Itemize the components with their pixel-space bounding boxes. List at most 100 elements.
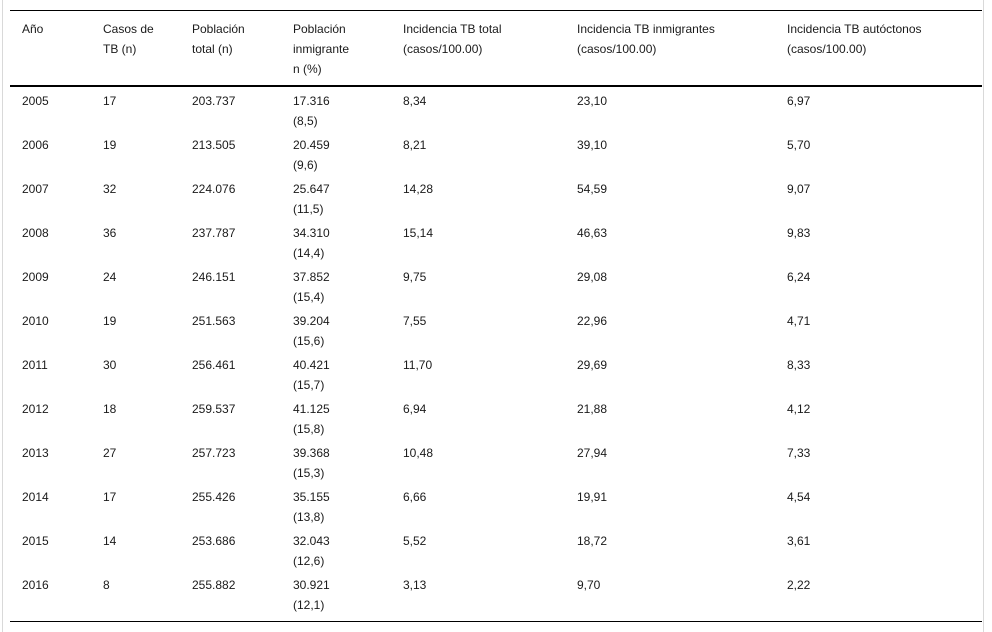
incidence-total-cell: 5,52 (403, 534, 427, 548)
incidence-natives-cell: 4,54 (787, 490, 811, 504)
incidence-natives-cell: 6,24 (787, 270, 811, 284)
incidence-total-cell: 14,28 (403, 182, 434, 196)
incidence-total-cell: 6,94 (403, 402, 427, 416)
total-population-cell: 203.737 (192, 94, 236, 108)
tb-cases-cell: 36 (103, 226, 117, 240)
immigrant-population-cell: 35.155 (13,8) (293, 490, 330, 524)
immigrant-population-header: Población inmigrante n (%) (293, 10, 403, 87)
incidence-immigrants-header: Incidencia TB inmigrantes (casos/100.00) (577, 10, 787, 87)
immigrant-population-cell: 40.421 (15,7) (293, 358, 330, 392)
incidence-natives-cell: 3,61 (787, 534, 811, 548)
incidence-natives-cell: 8,33 (787, 358, 811, 372)
incidence-total-cell: 6,66 (403, 490, 427, 504)
incidence-immigrants-cell: 29,08 (577, 270, 608, 284)
tb-cases-cell: 19 (103, 314, 117, 328)
incidence-immigrants-cell: 21,88 (577, 402, 608, 416)
incidence-immigrants-cell: 9,70 (577, 571, 787, 622)
incidence-total-cell: 9,75 (403, 270, 427, 284)
page-right-edge (983, 0, 984, 632)
incidence-total-cell: 10,48 (403, 446, 434, 460)
incidence-immigrants-cell: 22,96 (577, 314, 608, 328)
tb-cases-header: Casos de TB (n) (103, 10, 192, 87)
immigrant-population-cell: 30.921 (12,1) (293, 571, 403, 622)
incidence-natives-cell: 5,70 (787, 138, 811, 152)
incidence-total-cell: 3,13 (403, 571, 577, 622)
incidence-total-header: Incidencia TB total (casos/100.00) (403, 10, 577, 87)
total-population-cell: 246.151 (192, 270, 236, 284)
incidence-natives-cell: 2,22 (787, 571, 982, 622)
incidence-natives-cell: 9,83 (787, 226, 811, 240)
incidence-immigrants-cell: 29,69 (577, 358, 608, 372)
total-population-cell: 237.787 (192, 226, 236, 240)
total-population-cell: 257.723 (192, 446, 236, 460)
tb-cases-cell: 27 (103, 446, 117, 460)
incidence-total-cell: 8,21 (403, 138, 427, 152)
incidence-total-cell: 11,70 (403, 358, 433, 372)
incidence-total-cell: 7,55 (403, 314, 427, 328)
year-cell: 2006 (22, 138, 49, 152)
tb-cases-cell: 18 (103, 402, 117, 416)
year-cell: 2015 (22, 534, 49, 548)
incidence-natives-cell: 7,33 (787, 446, 811, 460)
tb-cases-cell: 32 (103, 182, 117, 196)
header-row: Año Casos de TB (n) Población total (n) … (10, 10, 982, 87)
incidence-natives-cell: 6,97 (787, 94, 811, 108)
immigrant-population-cell: 32.043 (12,6) (293, 534, 330, 568)
incidence-immigrants-cell: 39,10 (577, 138, 608, 152)
tb-cases-cell: 19 (103, 138, 117, 152)
immigrant-population-cell: 25.647 (11,5) (293, 182, 330, 216)
table-row: 2009 24 246.151 37.852 (15,4) 9,75 29,08… (10, 263, 982, 307)
year-cell: 2011 (22, 358, 48, 372)
incidence-natives-cell: 9,07 (787, 182, 811, 196)
total-population-cell: 255.882 (192, 571, 293, 622)
incidence-immigrants-cell: 54,59 (577, 182, 608, 196)
tb-cases-cell: 8 (103, 571, 192, 622)
total-population-header: Población total (n) (192, 10, 293, 87)
table-row: 2008 36 237.787 34.310 (14,4) 15,14 46,6… (10, 219, 982, 263)
total-population-cell: 224.076 (192, 182, 236, 196)
tb-cases-cell: 17 (103, 490, 117, 504)
immigrant-population-cell: 34.310 (14,4) (293, 226, 330, 260)
incidence-natives-cell: 4,71 (787, 314, 811, 328)
immigrant-population-cell: 41.125 (15,8) (293, 402, 330, 436)
year-cell: 2008 (22, 226, 49, 240)
year-cell: 2007 (22, 182, 49, 196)
immigrant-population-cell: 17.316 (8,5) (293, 94, 330, 128)
incidence-total-cell: 15,14 (403, 226, 434, 240)
year-cell: 2010 (22, 314, 49, 328)
incidence-immigrants-cell: 23,10 (577, 94, 608, 108)
year-cell: 2005 (22, 94, 49, 108)
table-row: 2014 17 255.426 35.155 (13,8) 6,66 19,91… (10, 483, 982, 527)
tb-cases-cell: 14 (103, 534, 117, 548)
incidence-immigrants-cell: 18,72 (577, 534, 608, 548)
table-row: 2016 8 255.882 30.921 (12,1) 3,13 9,70 2… (10, 571, 982, 622)
year-header: Año (10, 10, 103, 87)
immigrant-population-cell: 20.459 (9,6) (293, 138, 330, 172)
table-row: 2015 14 253.686 32.043 (12,6) 5,52 18,72… (10, 527, 982, 571)
incidence-immigrants-cell: 46,63 (577, 226, 608, 240)
tb-incidence-table: Año Casos de TB (n) Población total (n) … (10, 10, 982, 622)
table-row: 2011 30 256.461 40.421 (15,7) 11,70 29,6… (10, 351, 982, 395)
year-cell: 2013 (22, 446, 49, 460)
total-population-cell: 251.563 (192, 314, 236, 328)
tb-cases-cell: 30 (103, 358, 117, 372)
immigrant-population-cell: 37.852 (15,4) (293, 270, 330, 304)
table-row: 2007 32 224.076 25.647 (11,5) 14,28 54,5… (10, 175, 982, 219)
year-cell: 2014 (22, 490, 49, 504)
table-row: 2005 17 203.737 17.316 (8,5) 8,34 23,10 … (10, 86, 982, 131)
immigrant-population-cell: 39.204 (15,6) (293, 314, 330, 348)
table-row: 2013 27 257.723 39.368 (15,3) 10,48 27,9… (10, 439, 982, 483)
year-cell: 2012 (22, 402, 49, 416)
total-population-cell: 255.426 (192, 490, 236, 504)
year-cell: 2009 (22, 270, 49, 284)
incidence-natives-cell: 4,12 (787, 402, 811, 416)
tb-cases-cell: 17 (103, 94, 117, 108)
total-population-cell: 253.686 (192, 534, 236, 548)
total-population-cell: 256.461 (192, 358, 236, 372)
table-row: 2012 18 259.537 41.125 (15,8) 6,94 21,88… (10, 395, 982, 439)
table-row: 2006 19 213.505 20.459 (9,6) 8,21 39,10 … (10, 131, 982, 175)
incidence-immigrants-cell: 19,91 (577, 490, 608, 504)
incidence-immigrants-cell: 27,94 (577, 446, 608, 460)
year-cell: 2016 (10, 571, 103, 622)
page-left-edge (2, 0, 3, 632)
